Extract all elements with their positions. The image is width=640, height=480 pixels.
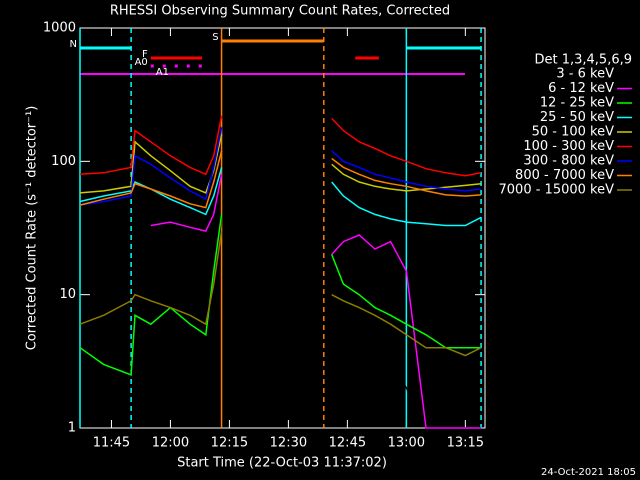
legend-label: 25 - 50 keV	[540, 110, 614, 125]
y-tick-label: 100	[51, 154, 76, 169]
x-axis-label: Start Time (22-Oct-03 11:37:02)	[177, 456, 387, 471]
x-tick-label: 13:15	[447, 436, 484, 451]
x-tick-label: 12:45	[329, 436, 366, 451]
series-line	[79, 214, 482, 376]
x-tick-label: 12:15	[211, 436, 248, 451]
series-line	[79, 167, 482, 227]
footer: 24-Oct-2021 18:05	[541, 467, 636, 478]
series-line	[79, 127, 482, 206]
y-tick-label: 1	[68, 421, 76, 436]
legend-label: 300 - 800 keV	[523, 154, 614, 169]
series-line	[131, 214, 482, 429]
chart-title: RHESSI Observing Summary Count Rates, Co…	[110, 4, 450, 19]
flag-label: N	[70, 39, 77, 50]
series-line	[150, 174, 482, 429]
legend-label: 6 - 12 keV	[548, 81, 614, 96]
flag-label: S	[212, 32, 218, 43]
x-tick-label: 12:00	[152, 436, 189, 451]
legend-label: 7000 - 15000 keV	[499, 183, 615, 198]
x-tick-label: 13:00	[388, 436, 425, 451]
flag-sublabel: A1	[156, 67, 169, 78]
plot-frame	[79, 27, 486, 429]
x-tick-label: 12:30	[270, 436, 307, 451]
series-line	[79, 230, 482, 357]
legend-label: 3 - 6 keV	[556, 67, 614, 82]
series-line	[79, 115, 482, 177]
legend-label: 12 - 25 keV	[540, 96, 614, 111]
x-tick-label: 11:45	[93, 436, 130, 451]
flag-label: A0	[135, 57, 148, 68]
legend-label: 100 - 300 keV	[523, 139, 614, 154]
y-axis-label: Corrected Count Rate (s⁻¹ detector⁻¹)	[25, 106, 40, 351]
legend-label: 800 - 7000 keV	[515, 168, 614, 183]
legend-label: 50 - 100 keV	[532, 125, 615, 140]
y-tick-label: 10	[59, 287, 76, 302]
series-line	[79, 150, 482, 209]
flag-label: F	[142, 49, 148, 60]
y-tick-label: 1000	[43, 21, 76, 36]
legend-title: Det 1,3,4,5,6,9	[534, 53, 632, 68]
